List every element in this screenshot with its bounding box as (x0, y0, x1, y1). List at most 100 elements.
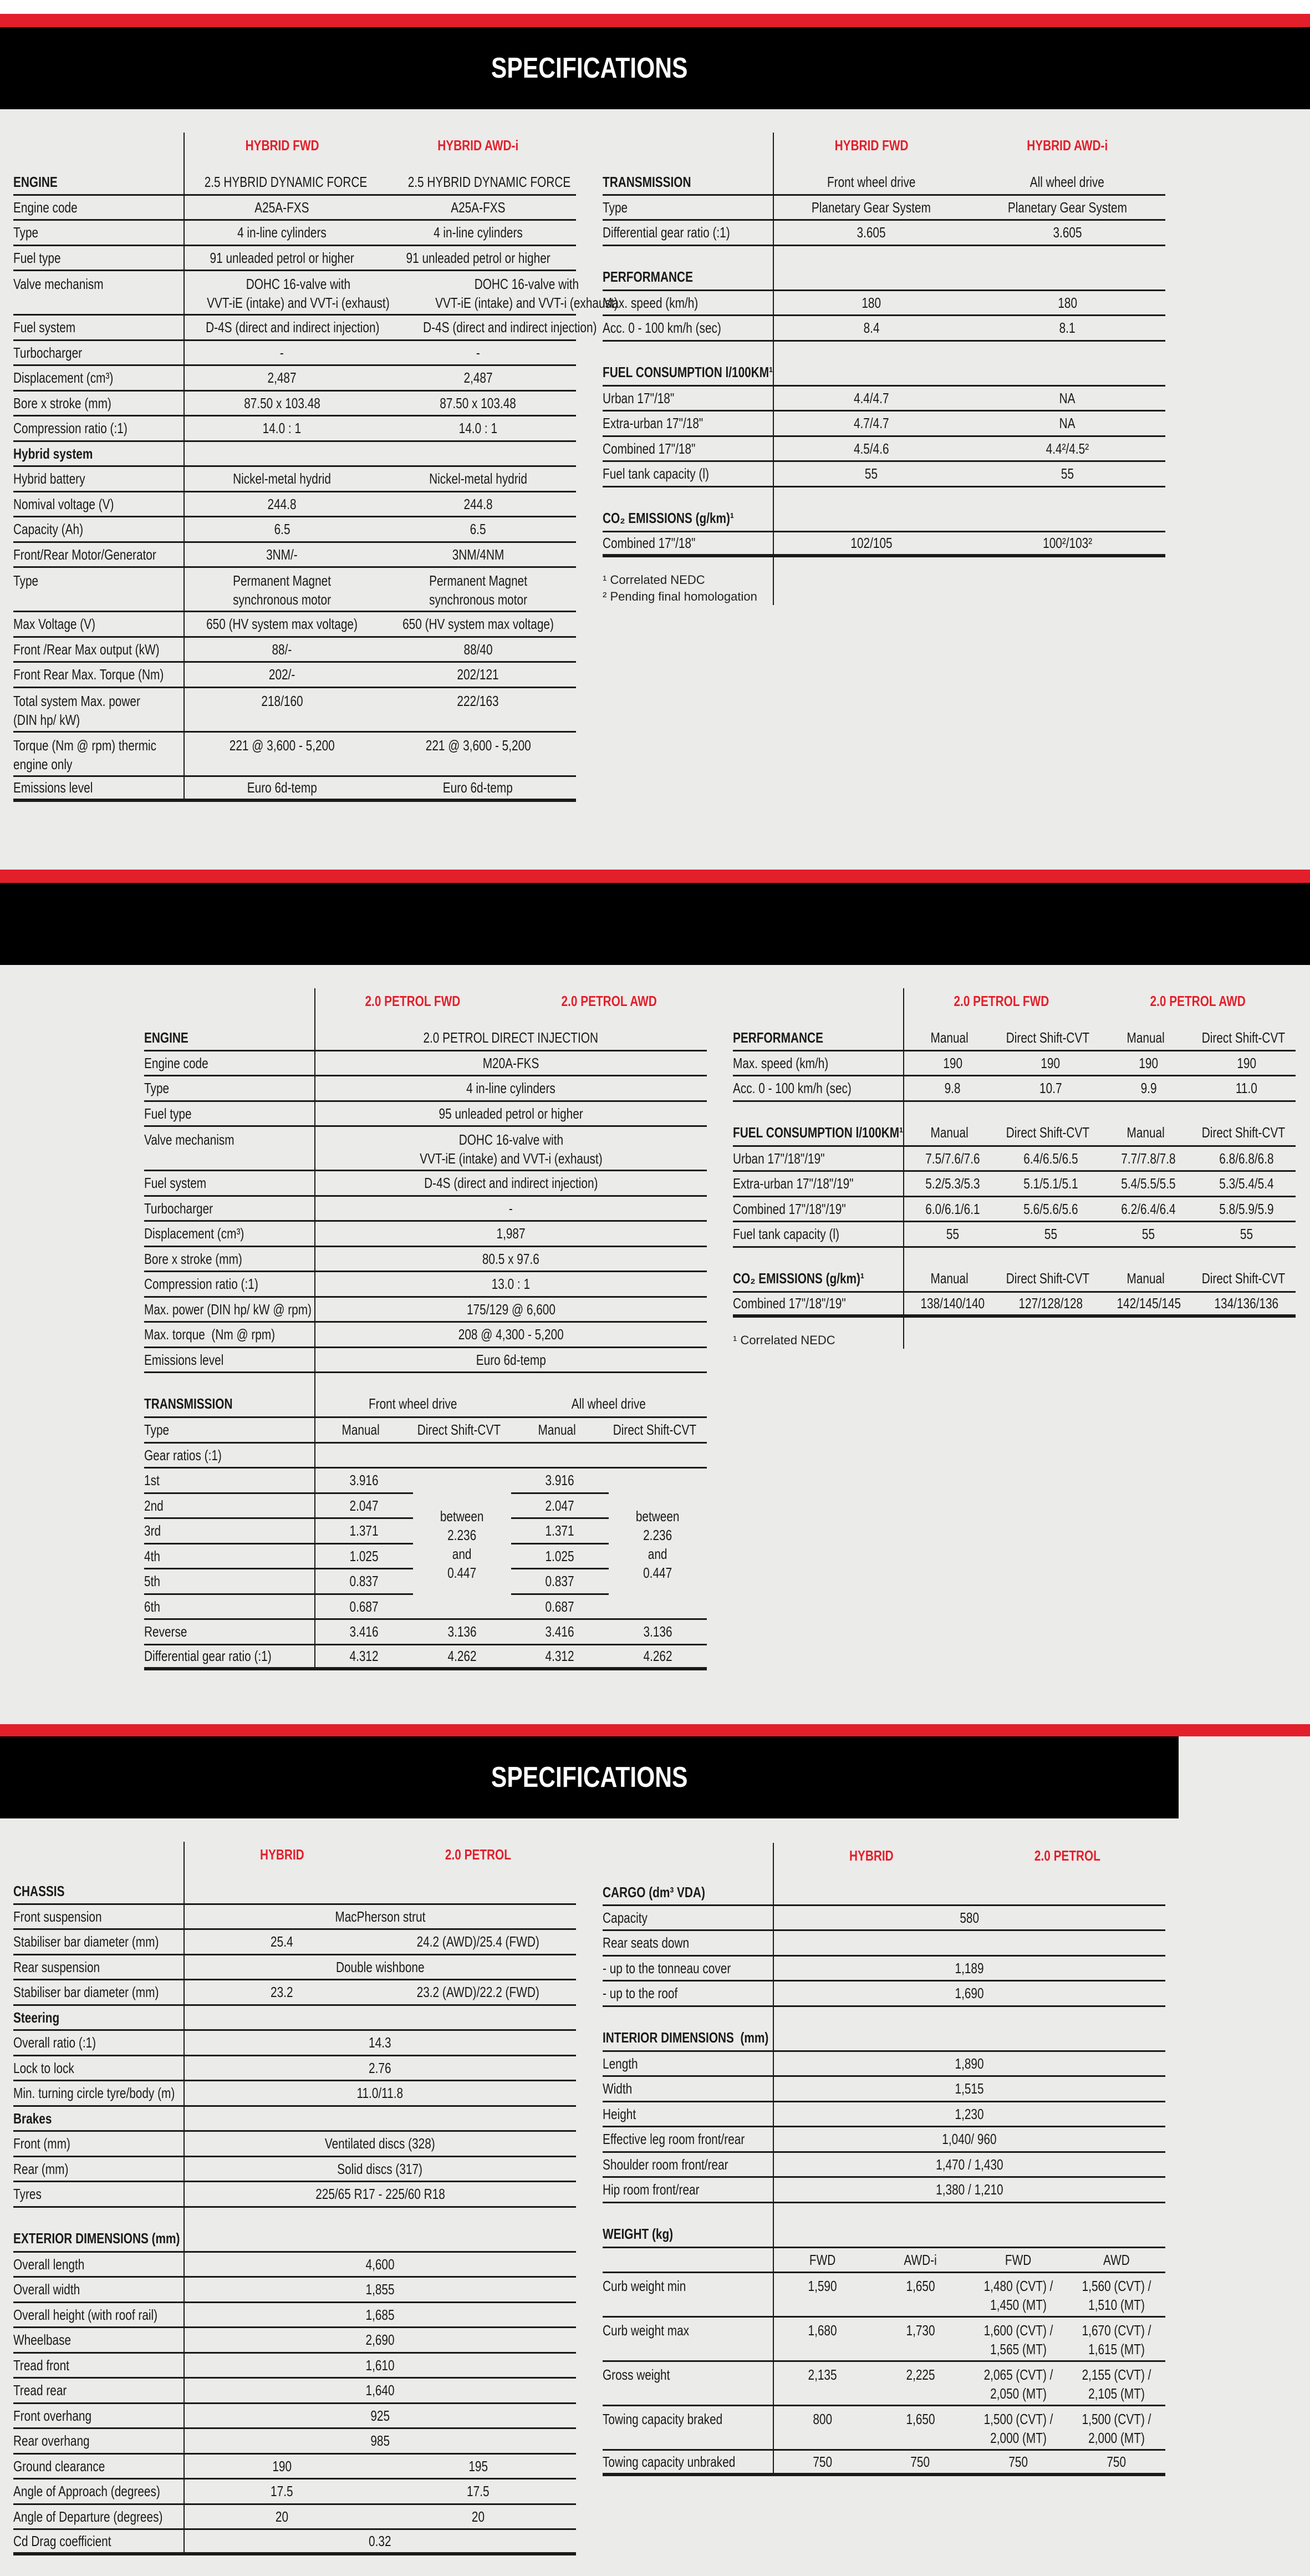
row-label-text: Engine code (13, 199, 78, 216)
value-text: AWD-i (904, 2251, 937, 2268)
section-heading: CARGO (dm³ VDA) (603, 1881, 773, 1904)
row-label-text: Acc. 0 - 100 km/h (sec) (733, 1080, 852, 1097)
value-cell: Direct Shift-CVT (1191, 1026, 1296, 1050)
value-cell: Manual (315, 1418, 407, 1442)
value-cell: 925 (184, 2404, 576, 2428)
value-cell: 2,690 (184, 2328, 576, 2352)
value-text: 2,225 (906, 2366, 935, 2383)
value-text: 1,480 (CVT) / 1,450 (MT) (983, 2278, 1053, 2313)
header-spacer (13, 1842, 184, 1879)
row-label-text: Angle of Approach (degrees) (13, 2483, 160, 2500)
value-text: All wheel drive (572, 1395, 646, 1412)
value-cell: Direct Shift-CVT (603, 1418, 707, 1442)
value-cell: 6.0/6.1/6.1 (904, 1197, 1002, 1221)
row-label: Max. power (DIN hp/ kW @ rpm) (144, 1298, 315, 1322)
section-heading: Brakes (13, 2107, 184, 2131)
value-cell: 100²/103² (970, 532, 1166, 555)
row-label-text: Towing capacity braked (603, 2411, 723, 2427)
value-text: 225/65 R17 - 225/60 R18 (315, 2186, 445, 2203)
row-label-text: Lock to lock (13, 2059, 74, 2076)
section-heading-text: TRANSMISSION (144, 1395, 233, 1412)
value-cell: Front wheel drive (315, 1373, 511, 1416)
row-label-text: Overall length (13, 2255, 85, 2273)
value-cell: Permanent Magnet synchronous motor (184, 568, 380, 611)
value-text: 3.916 (545, 1472, 574, 1489)
value-cell: 4.312 (315, 1645, 413, 1668)
value-cell: 0.687 (511, 1595, 609, 1619)
value-cell: 11.0/11.8 (184, 2081, 576, 2105)
row-label: Lock to lock (13, 2056, 184, 2080)
model-header-label: HYBRID (259, 1846, 304, 1863)
value-cell: 1.025 (315, 1544, 413, 1569)
value-text: 95 unleaded petrol or higher (439, 1105, 583, 1122)
cvt-gear-range-text: between 2.236 and 0.447 (636, 1507, 680, 1581)
value-cell: 91 unleaded petrol or higher (184, 246, 380, 270)
table-row: Turbocharger - (144, 1197, 707, 1222)
section-heading-text: TRANSMISSION (603, 174, 691, 191)
row-label: Stabiliser bar diameter (mm) (13, 1930, 184, 1954)
value-cell: 195 (380, 2455, 577, 2478)
value-text: 1,230 (955, 2105, 984, 2122)
value-text: 134/136/136 (1214, 1295, 1279, 1312)
value-cell: 750 (1067, 2451, 1165, 2473)
value-text: 208 @ 4,300 - 5,200 (458, 1326, 564, 1343)
value-text: Direct Shift-CVT (1201, 1124, 1286, 1141)
value-text: 2.5 HYBRID DYNAMIC FORCE (407, 174, 571, 191)
value-cell: 222/163 (380, 688, 577, 731)
value-text: 91 unleaded petrol or higher (406, 249, 550, 266)
value-cell: 142/145/145 (1100, 1293, 1198, 1315)
table-row: Cd Drag coefficient 0.32 (13, 2530, 576, 2555)
row-label: Reverse (144, 1620, 315, 1644)
value-text: 142/145/145 (1117, 1295, 1181, 1312)
value-text: All wheel drive (1030, 174, 1105, 191)
value-text: Direct Shift-CVT (417, 1421, 501, 1439)
value-text: Front wheel drive (827, 174, 916, 191)
value-text: Permanent Magnet synchronous motor (429, 572, 527, 608)
value-text: 4 in-line cylinders (433, 224, 523, 241)
model-header: 2.0 PETROL AWD (511, 988, 707, 1026)
value-text: NA (1059, 415, 1075, 432)
table-row: Effective leg room front/rear 1,040/ 960 (603, 2127, 1165, 2153)
table-row: Bore x stroke (mm) 80.5 x 97.6 (144, 1247, 707, 1272)
row-label-text: Max. speed (km/h) (603, 294, 699, 311)
table-row: Compression ratio (:1) 14.0 : 1 14.0 : 1 (13, 416, 576, 442)
table-row: Hybrid battery Nickel-metal hydrid Nickel-… (13, 467, 576, 492)
row-label: - up to the roof (603, 1981, 773, 2005)
value-text: D-4S (direct and indirect injection) (422, 319, 597, 336)
value-text: 4.4²/4.5² (1046, 440, 1089, 457)
value-text: 0.32 (369, 2532, 391, 2549)
row-label-text: Torque (Nm @ rpm) thermic engine only (13, 736, 157, 773)
value-text: Planetary Gear System (1007, 199, 1127, 216)
section-row: TRANSMISSION Front wheel drive All wheel d… (603, 170, 1165, 196)
row-label: Overall width (13, 2278, 184, 2301)
value-cell: 225/65 R17 - 225/60 R18 (184, 2182, 576, 2206)
value-text: 55 (1061, 465, 1074, 482)
row-label-text: Rear (mm) (13, 2160, 69, 2177)
value-cell: 4.262 (413, 1645, 511, 1668)
value-cell: 4.4/4.7 (773, 387, 970, 410)
value-cell: 1,500 (CVT) / 2,000 (MT) (970, 2406, 1068, 2449)
value-cell: Direct Shift-CVT (996, 1248, 1100, 1291)
value-text: 7.5/7.6/7.6 (925, 1150, 980, 1167)
value-cell: Permanent Magnet synchronous motor (380, 568, 577, 611)
value-cell: 6.4/6.5/6.5 (1002, 1147, 1100, 1171)
column-header-row: HYBRID 2.0 PETROL (13, 1842, 576, 1879)
row-label: Rear overhang (13, 2429, 184, 2453)
petrol-engine-table: 2.0 PETROL FWD 2.0 PETROL AWD ENGINE 2.0 PE… (144, 988, 707, 1670)
section-heading: EXTERIOR DIMENSIONS (mm) (13, 2208, 184, 2251)
value-text: 222/163 (457, 692, 499, 709)
value-text: 218/160 (261, 692, 303, 709)
table-row: Towing capacity unbraked 750 750 750 750 (603, 2451, 1165, 2476)
section-row: FUEL CONSUMPTION l/100KM¹ Manual Direct Sh… (733, 1102, 1296, 1147)
value-text: 1,650 (906, 2278, 935, 2294)
row-label-text: Type (13, 224, 39, 241)
value-text: Direct Shift-CVT (1006, 1124, 1089, 1141)
model-header: HYBRID AWD-i (380, 133, 577, 170)
value-text: FWD (1005, 2251, 1032, 2268)
table-row: Type Planetary Gear System Planetary Gear … (603, 196, 1165, 221)
row-label: Emissions level (13, 777, 184, 799)
row-label: 4th (144, 1544, 315, 1569)
value-text: 88/- (272, 641, 292, 658)
value-cell: Euro 6d-temp (315, 1348, 707, 1372)
value-cell: 5.6/5.6/5.6 (1002, 1197, 1100, 1221)
